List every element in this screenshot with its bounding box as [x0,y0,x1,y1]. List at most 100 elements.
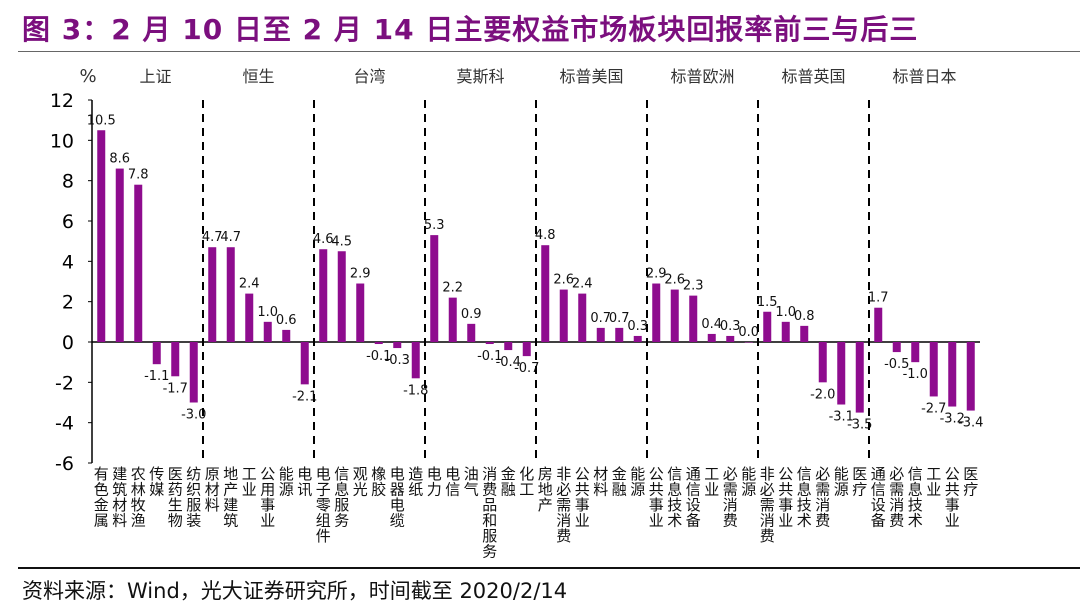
category-label: 公共事业 [945,465,960,530]
bar [245,293,254,342]
data-label: -3.5 [847,418,872,433]
category-label: 能源 [630,465,645,499]
category-label: 公用事业 [260,465,275,530]
data-label: -0.4 [496,355,521,370]
data-label: 0.7 [590,311,611,326]
category-label: 地产建筑 [223,465,238,530]
data-label: -0.5 [884,357,909,372]
bar [892,342,901,353]
y-tick-label: 12 [50,90,74,112]
category-label: 非必需消费 [760,465,775,545]
category-label: 通信设备 [871,465,886,530]
data-label: -3.0 [181,408,206,423]
bar [263,321,272,342]
bar [559,289,568,342]
bar [800,325,809,342]
bar [541,245,550,342]
category-label: 电子零组件 [316,465,331,545]
data-label: 4.8 [535,228,556,243]
category-label: 能源 [834,465,849,499]
group-label: 上证 [139,67,171,86]
y-tick-label: -4 [55,413,74,435]
data-label: 2.4 [572,277,593,292]
bar [596,327,605,342]
data-label: 10.5 [87,113,116,128]
bar [337,251,346,342]
category-label: 原材料 [205,465,220,514]
category-label: 必需消费 [815,465,830,530]
category-label: 医疗 [963,465,978,499]
category-label: 油气 [464,465,479,499]
data-label: 1.0 [775,305,796,320]
category-label: 信息技术 [908,465,923,530]
category-label: 工业 [704,465,719,499]
bar [189,342,198,403]
data-label: 2.6 [553,273,574,288]
bar [578,293,587,342]
data-label: 0.9 [461,307,482,322]
bar [670,289,679,342]
data-label: 0.3 [720,319,741,334]
bar [652,283,661,342]
category-label: 农林牧渔 [131,465,146,530]
bar [374,342,383,345]
y-tick-label: -2 [55,372,74,394]
bar [97,130,106,342]
data-label: -0.1 [366,349,391,364]
category-label: 公共事业 [649,465,664,530]
bar [448,297,457,342]
category-label: 信息技术 [797,465,812,530]
category-label: 电力 [427,465,442,499]
y-tick-label: 4 [62,251,74,273]
bar [115,168,124,342]
bar [504,342,513,351]
bar [874,307,883,342]
category-label: 工业 [242,465,257,499]
category-label: 房地产 [538,465,553,514]
title-divider [18,51,1080,52]
group-label: 标普日本 [892,67,956,86]
bar [522,342,531,357]
data-label: 2.4 [239,277,260,292]
category-label: 能源 [279,465,294,499]
group-label: 恒生 [242,67,274,86]
category-label: 化工 [519,465,534,499]
category-label: 电器电缆 [390,465,405,530]
bar [929,342,938,397]
bar [744,342,753,343]
y-tick-label: 2 [62,292,74,314]
data-label: -3.2 [940,412,965,427]
figure-title: 图 3：2 月 10 日至 2 月 14 日主要权益市场板块回报率前三与后三 [22,13,919,46]
category-label: 非必需消费 [556,465,571,545]
bar [134,184,143,342]
bar [855,342,864,413]
category-label: 工业 [926,465,941,499]
category-label: 金融 [501,465,516,499]
category-label: 信息技术 [667,465,682,530]
data-label: -2.0 [810,387,835,402]
category-label: 能源 [741,465,756,499]
data-label: -0.1 [477,349,502,364]
source-note: 资料来源：Wind，光大证券研究所，时间截至 2020/2/14 [22,579,568,603]
bar [467,323,476,342]
category-label: 电信 [445,465,460,499]
category-label: 观光 [353,465,368,499]
bar [226,247,235,342]
group-label: 莫斯科 [456,67,504,86]
bar [948,342,957,407]
data-label: 0.7 [609,311,630,326]
data-label: 1.7 [868,291,889,306]
y-tick-label: 8 [62,171,74,193]
bar [356,283,365,342]
bar [171,342,180,377]
data-label: 0.8 [794,309,815,324]
bar [633,335,642,342]
data-label: 4.7 [202,230,223,245]
data-label: -0.7 [514,361,539,376]
data-label: -3.4 [958,416,983,431]
data-label: 7.8 [128,168,149,183]
data-label: -0.3 [385,353,410,368]
data-label: 2.3 [683,279,704,294]
category-label: 消费品和服务 [482,465,497,561]
bar [300,342,309,385]
